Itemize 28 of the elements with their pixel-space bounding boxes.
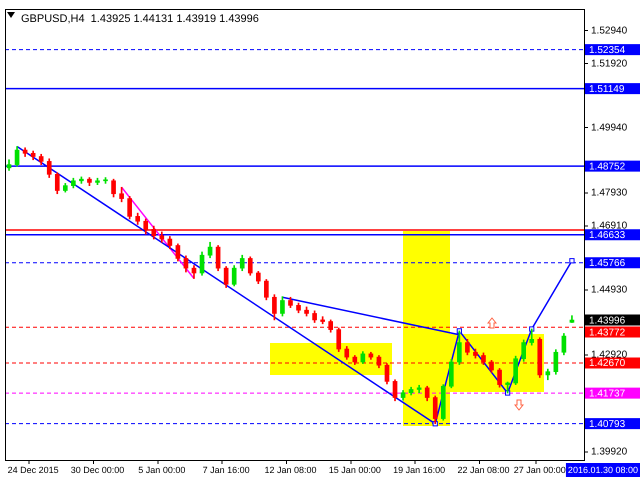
ref-line-label: 1.42670 — [589, 358, 626, 370]
y-tick-label: 1.51920 — [591, 58, 628, 70]
ref-line-label: 1.43772 — [589, 327, 626, 338]
chart-title: GBPUSD,H4 1.43925 1.44131 1.43919 1.43996 — [21, 13, 259, 26]
y-tick-label: 1.47930 — [591, 188, 628, 199]
x-tick-label: 7 Jan 16:00 — [202, 464, 250, 475]
ref-line-label: 1.41737 — [589, 388, 626, 400]
y-tick-label: 1.49940 — [591, 122, 628, 134]
x-tick-label: 22 Jan 08:00 — [457, 464, 510, 475]
x-tick-label: 15 Jan 00:00 — [328, 464, 381, 475]
ref-line-label: 1.40793 — [589, 418, 626, 430]
x-tick-label: 24 Dec 2015 — [8, 464, 59, 475]
y-tick-label: 1.39920 — [591, 446, 628, 458]
ref-line-label: 1.52354 — [589, 44, 626, 56]
text: 1.43996 — [589, 315, 626, 326]
x-tick-label: 12 Jan 08:00 — [264, 464, 317, 475]
x-tick-label: 27 Jan 00:00 — [514, 464, 566, 475]
text: 2016.01.30 08:00 — [568, 464, 638, 475]
ref-line-label: 1.51149 — [589, 84, 625, 95]
y-tick-label: 1.52940 — [591, 25, 628, 36]
x-tick-label: 5 Jan 00:00 — [138, 464, 186, 475]
ref-line-label: 1.48752 — [589, 161, 626, 172]
ref-line-label: 1.46633 — [589, 230, 626, 241]
ref-line-label: 1.45766 — [589, 258, 626, 270]
y-tick-label: 1.44930 — [591, 284, 628, 296]
x-tick-label: 30 Dec 00:00 — [70, 464, 124, 475]
x-tick-label: 19 Jan 16:00 — [393, 464, 446, 475]
y-tick-label: 1.46910 — [591, 220, 628, 232]
